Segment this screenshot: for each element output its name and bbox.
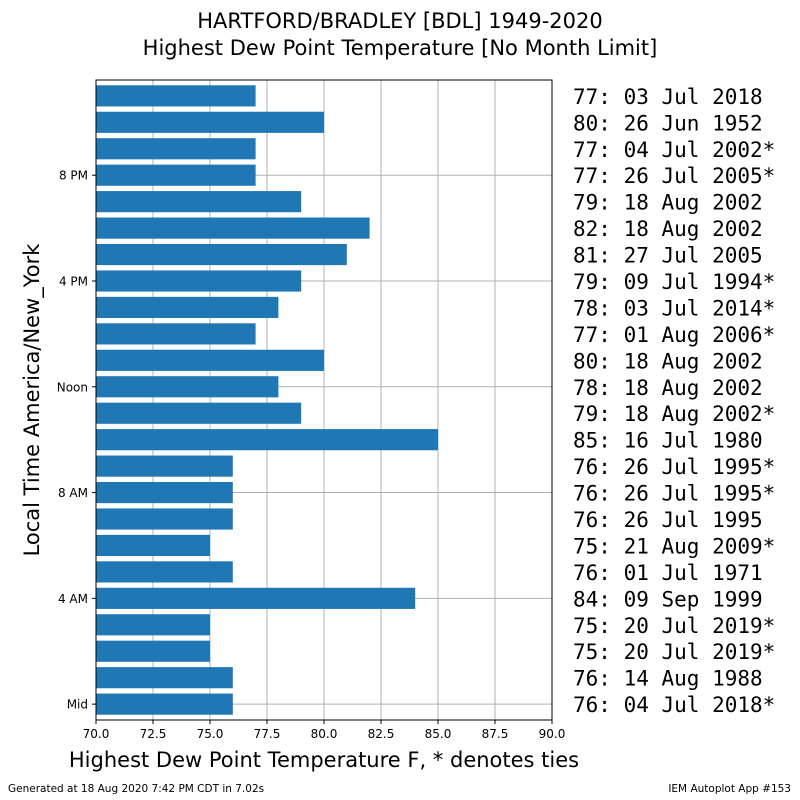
- record-annotation: 77: 03 Jul 2018: [573, 85, 763, 109]
- record-annotation: 82: 18 Aug 2002: [573, 217, 763, 241]
- record-annotation: 76: 26 Jul 1995*: [573, 455, 775, 479]
- chart-title: HARTFORD/BRADLEY [BDL] 1949-2020: [197, 9, 603, 33]
- app-label: IEM Autoplot App #153: [668, 783, 791, 795]
- record-annotation: 85: 16 Jul 1980: [573, 429, 763, 453]
- record-annotation: 76: 26 Jul 1995: [573, 508, 763, 532]
- bar: [96, 164, 256, 186]
- record-annotation: 77: 26 Jul 2005*: [573, 164, 775, 188]
- chart-subtitle: Highest Dew Point Temperature [No Month …: [142, 36, 658, 60]
- bar: [96, 270, 302, 292]
- y-tick-label: 4 PM: [59, 274, 88, 288]
- bar: [96, 455, 233, 477]
- bar: [96, 296, 279, 319]
- record-annotation: 76: 14 Aug 1988: [573, 667, 763, 691]
- bar: [96, 429, 438, 451]
- record-annotation: 80: 18 Aug 2002: [573, 349, 763, 373]
- record-annotation: 76: 04 Jul 2018*: [573, 693, 775, 717]
- record-annotation: 77: 01 Aug 2006*: [573, 323, 775, 347]
- record-annotation: 75: 20 Jul 2019*: [573, 614, 775, 638]
- x-tick-label: 80.0: [311, 727, 338, 741]
- bar: [96, 614, 210, 636]
- bar: [96, 349, 324, 371]
- bar: [96, 85, 256, 107]
- bar: [96, 243, 347, 266]
- bar: [96, 402, 302, 424]
- record-annotation: 79: 18 Aug 2002*: [573, 402, 775, 426]
- y-tick-label: Noon: [57, 380, 88, 394]
- x-axis-label: Highest Dew Point Temperature F, * denot…: [69, 748, 579, 772]
- record-annotation: 78: 18 Aug 2002: [573, 376, 763, 400]
- record-annotation: 84: 09 Sep 1999: [573, 587, 763, 611]
- x-tick-label: 75.0: [197, 727, 224, 741]
- y-tick-label: 4 AM: [58, 592, 88, 606]
- x-tick-label: 70.0: [83, 727, 110, 741]
- bar: [96, 481, 233, 504]
- record-annotation: 79: 18 Aug 2002: [573, 191, 763, 215]
- bar: [96, 640, 210, 662]
- record-annotation: 76: 26 Jul 1995*: [573, 482, 775, 506]
- bar: [96, 111, 324, 133]
- bar: [96, 534, 210, 557]
- x-tick-label: 77.5: [254, 727, 281, 741]
- bar: [96, 667, 233, 689]
- y-tick-label: 8 AM: [58, 486, 88, 500]
- record-annotation: 78: 03 Jul 2014*: [573, 296, 775, 320]
- record-annotation: 80: 26 Jun 1952: [573, 111, 763, 135]
- x-tick-label: 72.5: [140, 727, 167, 741]
- x-tick-label: 85.0: [425, 727, 452, 741]
- generated-note: Generated at 18 Aug 2020 7:42 PM CDT in …: [8, 783, 265, 795]
- record-annotation: 75: 21 Aug 2009*: [573, 534, 775, 558]
- y-axis-label: Local Time America/New_York: [20, 243, 45, 557]
- record-annotation: 76: 01 Jul 1971: [573, 561, 763, 585]
- bar: [96, 376, 279, 398]
- bar: [96, 587, 416, 609]
- record-annotation: 75: 20 Jul 2019*: [573, 640, 775, 664]
- bar: [96, 693, 233, 715]
- bar: [96, 217, 370, 239]
- y-tick-label: 8 PM: [59, 169, 88, 183]
- bar: [96, 191, 302, 213]
- x-tick-label: 90.0: [539, 727, 566, 741]
- record-annotation: 79: 09 Jul 1994*: [573, 270, 775, 294]
- y-tick-label: Mid: [67, 698, 88, 712]
- record-annotation: 77: 04 Jul 2002*: [573, 138, 775, 162]
- bar: [96, 138, 256, 160]
- x-tick-label: 87.5: [482, 727, 509, 741]
- bar: [96, 323, 256, 345]
- record-annotation: 81: 27 Jul 2005: [573, 244, 763, 268]
- x-tick-label: 82.5: [368, 727, 395, 741]
- bar: [96, 561, 233, 583]
- bar: [96, 508, 233, 530]
